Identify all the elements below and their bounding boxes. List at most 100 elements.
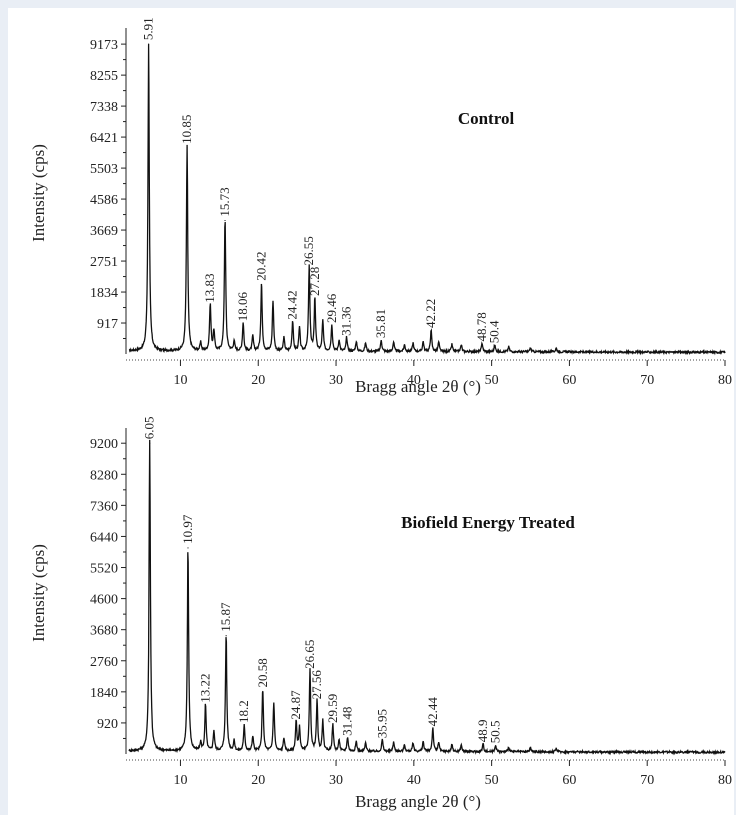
y-tick-label: 3669	[90, 224, 118, 239]
peak-label: 48.9	[475, 719, 490, 742]
x-tick-label: 10	[173, 773, 187, 788]
peak-point	[204, 706, 207, 708]
y-tick-label: 9173	[90, 38, 118, 53]
peak-point	[242, 324, 244, 326]
peak-point	[309, 672, 311, 674]
x-tick-label: 70	[640, 373, 654, 388]
y-tick-label: 2751	[90, 255, 118, 270]
peak-point	[482, 745, 484, 747]
peak-point	[295, 722, 297, 725]
y-tick-label: 1840	[90, 686, 118, 701]
peak-point	[149, 442, 151, 444]
peak-point	[292, 322, 294, 325]
panel-title: Biofield Energy Treated	[401, 513, 575, 532]
x-tick-label: 60	[562, 773, 576, 788]
figure-frame: Control Intensity (cps) Bragg angle 2θ (…	[8, 8, 734, 815]
peak-point	[332, 726, 334, 728]
panel-title: Control	[458, 109, 515, 128]
x-tick-label: 30	[329, 773, 343, 788]
y-tick-label: 6421	[90, 131, 118, 146]
peak-label: 18.2	[236, 700, 251, 723]
y-tick-label: 7360	[90, 499, 118, 514]
peak-label: 50.4	[487, 320, 502, 343]
y-tick-label: 2760	[90, 655, 118, 670]
peak-point	[380, 341, 382, 343]
peak-label: 27.28	[307, 267, 322, 296]
peak-label: 20.58	[255, 658, 270, 687]
peak-point	[225, 635, 227, 637]
peak-label: 48.78	[474, 312, 489, 341]
peak-label: 13.22	[198, 673, 213, 702]
y-tick-label: 1834	[90, 286, 118, 301]
control-panel: Control Intensity (cps) Bragg angle 2θ (…	[29, 17, 732, 396]
x-tick-label: 60	[562, 373, 576, 388]
y-tick-label: 5520	[90, 562, 118, 577]
peak-point	[316, 702, 318, 704]
xrd-figure: Control Intensity (cps) Bragg angle 2θ (…	[29, 17, 732, 811]
peak-label: 29.46	[324, 293, 339, 323]
peak-label: 15.87	[218, 602, 233, 632]
peak-label: 35.95	[374, 709, 389, 738]
y-tick-label: 6440	[90, 530, 118, 545]
peak-label: 10.85	[179, 115, 194, 144]
treated-panel: Biofield Energy Treated Intensity (cps) …	[29, 416, 732, 811]
peak-label: 42.44	[425, 697, 440, 727]
peak-point	[308, 268, 310, 271]
y-tick-label: 8255	[90, 69, 118, 84]
peak-label: 18.06	[235, 292, 250, 322]
y-tick-label: 8280	[90, 468, 118, 483]
peak-label: 5.91	[141, 17, 156, 40]
peak-label: 27.56	[309, 670, 324, 700]
peak-point	[494, 346, 496, 348]
peak-point	[187, 547, 189, 549]
peak-point	[381, 741, 383, 743]
peak-point	[273, 704, 275, 706]
peak-label: 15.73	[217, 187, 232, 216]
peak-label: 42.22	[423, 299, 438, 328]
peak-label: 6.05	[142, 416, 157, 439]
peak-point	[224, 219, 226, 222]
y-tick-label: 3680	[90, 624, 118, 639]
peak-label: 26.55	[301, 236, 316, 265]
x-tick-label: 20	[251, 373, 265, 388]
peak-point	[494, 746, 497, 748]
x-tick-label: 40	[407, 373, 421, 388]
y-tick-label: 7338	[90, 100, 118, 115]
peak-point	[186, 147, 188, 149]
x-tick-label: 80	[718, 373, 732, 388]
y-tick-label: 9200	[90, 437, 118, 452]
peak-label: 35.81	[373, 309, 388, 338]
y-axis-title: Intensity (cps)	[29, 544, 48, 642]
peak-point	[260, 284, 263, 286]
peak-label: 29.59	[325, 694, 340, 723]
peak-point	[272, 302, 274, 304]
x-axis-title: Bragg angle 2θ (°)	[355, 377, 481, 396]
peak-point	[430, 331, 432, 333]
peak-point	[243, 726, 245, 728]
peak-label: 31.36	[339, 306, 354, 336]
peak-label: 31.48	[340, 707, 355, 736]
peak-point	[314, 299, 316, 301]
peak-label: 24.87	[288, 690, 303, 720]
y-axis-title: Intensity (cps)	[29, 144, 48, 242]
peak-point	[481, 344, 483, 347]
peak-point	[432, 729, 434, 731]
peak-label: 50.5	[488, 720, 503, 743]
peak-label: 13.83	[202, 273, 217, 302]
x-tick-label: 50	[485, 773, 499, 788]
x-tick-label: 10	[173, 373, 187, 388]
peak-label: 20.42	[254, 251, 269, 280]
y-tick-label: 917	[97, 317, 118, 332]
peak-label: 24.42	[285, 290, 300, 319]
peak-point	[148, 43, 150, 45]
peak-point	[346, 739, 349, 741]
x-axis-title: Bragg angle 2θ (°)	[355, 792, 481, 811]
peak-point	[262, 690, 264, 693]
x-tick-label: 30	[329, 373, 343, 388]
x-tick-label: 80	[718, 773, 732, 788]
y-tick-label: 920	[97, 717, 118, 732]
y-tick-label: 5503	[90, 162, 118, 177]
x-tick-label: 50	[485, 373, 499, 388]
y-tick-label: 4600	[90, 593, 118, 608]
x-tick-label: 70	[640, 773, 654, 788]
